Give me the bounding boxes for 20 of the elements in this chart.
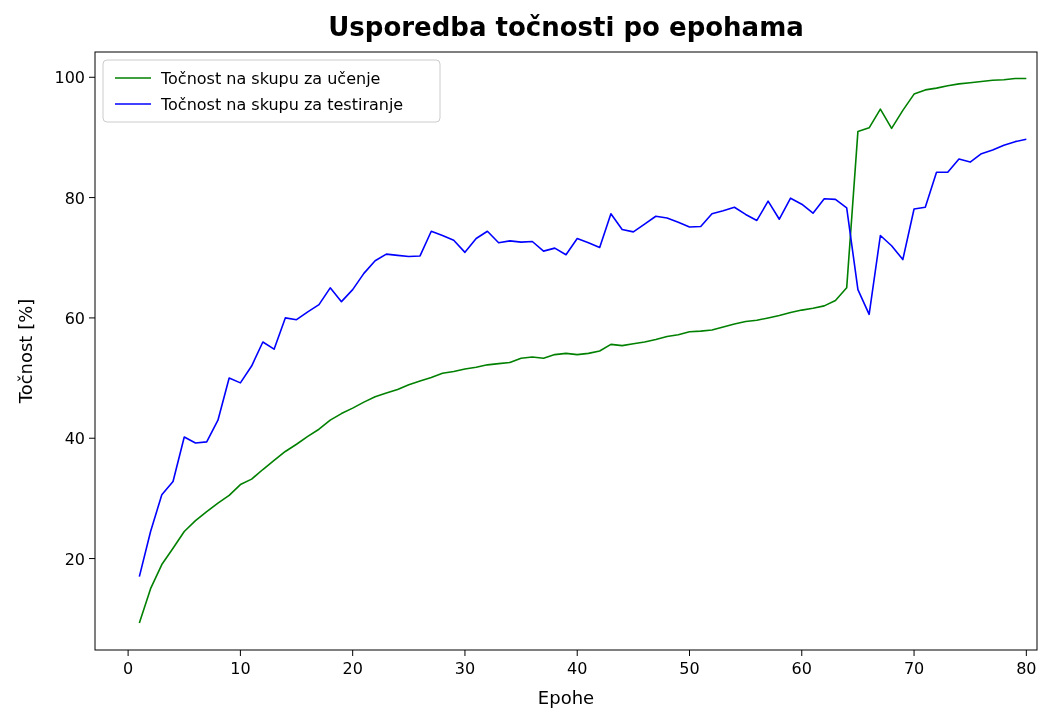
x-tick-label: 50 — [679, 659, 700, 678]
x-tick-label: 80 — [1016, 659, 1037, 678]
x-tick-label: 40 — [567, 659, 588, 678]
y-axis-title: Točnost [%] — [15, 298, 36, 405]
y-tick-label: 100 — [54, 68, 85, 88]
line-series — [138, 138, 1028, 578]
x-tick-label: 0 — [123, 659, 134, 678]
y-tick-label: 40 — [64, 429, 85, 449]
x-tick-label: 70 — [903, 659, 925, 678]
x-tick-label: 60 — [791, 659, 812, 678]
legend-label: Točnost na skupu za testiranje — [160, 95, 404, 114]
x-tick-label: 30 — [454, 659, 476, 678]
y-tick-label: 80 — [64, 188, 85, 208]
legend-label: Točnost na skupu za učenje — [160, 69, 381, 88]
x-tick-label: 20 — [342, 659, 363, 678]
x-tick-label: 10 — [230, 659, 251, 678]
x-axis-title: Epohe — [537, 687, 595, 708]
chart-title: Usporedba točnosti po epohama — [328, 12, 804, 42]
y-tick-label: 60 — [64, 308, 85, 328]
y-tick-label: 20 — [64, 549, 85, 569]
